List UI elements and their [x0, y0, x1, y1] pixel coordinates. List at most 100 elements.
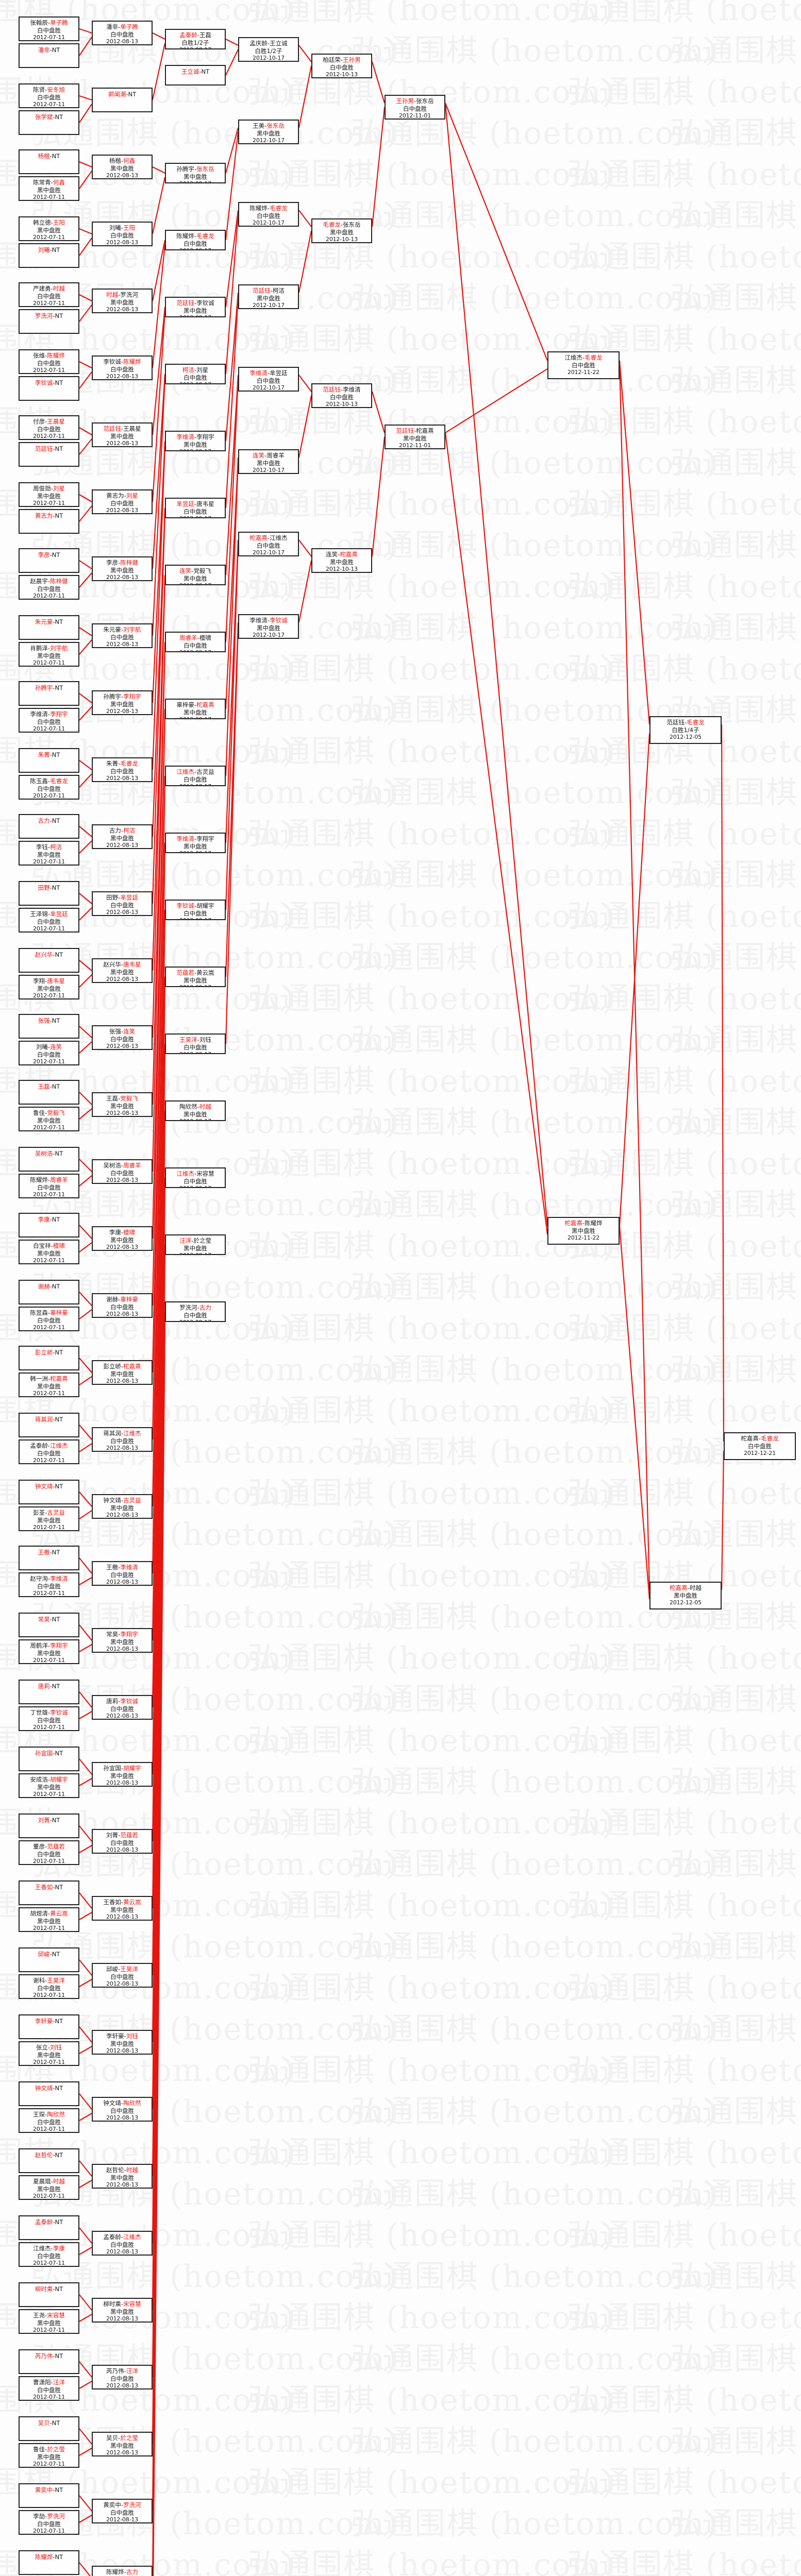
- match-node[interactable]: 李钦诚-胡耀宇白中盘胜2012-09-17: [165, 900, 226, 920]
- match-node[interactable]: 陈玉鑫-毛睿龙 白中盘胜 2012-07-11: [19, 775, 79, 800]
- match-node[interactable]: 鲁佳-党毅飞 黑中盘胜 2012-07-11: [19, 1107, 79, 1131]
- match-node[interactable]: 朱元豪-NT: [19, 615, 79, 640]
- match-node[interactable]: 常昊-NT: [19, 1613, 79, 1637]
- match-node[interactable]: 范廷钰-毛睿龙 白胜1/4子 2012-12-05: [649, 716, 722, 744]
- match-node[interactable]: 李劼-罗洗河 白中盘胜 2012-07-11: [19, 2510, 79, 2535]
- match-node[interactable]: 蒋其润-NT: [19, 1413, 79, 1437]
- match-node[interactable]: 陈耀烨-周睿羊 白中盘胜 2012-07-11: [19, 1174, 79, 1198]
- match-node[interactable]: 李维清-李翔宇 白中盘胜 2012-07-11: [19, 708, 79, 733]
- match-node[interactable]: 柁嘉熹-江维杰 白中盘胜 2012-10-17: [238, 532, 299, 556]
- match-node[interactable]: 黄奕中-NT: [19, 2483, 79, 2508]
- match-node[interactable]: 连笑-柁嘉熹 黑中盘胜 2012-10-13: [311, 548, 372, 573]
- match-node[interactable]: 李康-檀啸 黑中盘胜 2012-08-13: [92, 1226, 153, 1251]
- match-node[interactable]: 王美-张东岳 黑中盘胜 2012-10-17: [238, 120, 299, 144]
- match-node[interactable]: 王檄-李维清 白中盘胜 2012-08-13: [92, 1561, 153, 1586]
- match-node[interactable]: 芮乃伟-NT: [19, 2349, 79, 2374]
- match-node[interactable]: 陈耀烨-毛睿龙 白中盘胜 2012-10-17: [238, 202, 299, 227]
- match-node[interactable]: 赵晨宇-陈梓健 白中盘胜 2012-07-11: [19, 575, 79, 600]
- match-node[interactable]: 王尧-宋容慧 黑中盘胜 2012-07-11: [19, 2309, 79, 2334]
- match-node[interactable]: 肖鹏泽-刘宇航 黑中盘胜 2012-07-11: [19, 642, 79, 667]
- match-node[interactable]: 张强-NT: [19, 1014, 79, 1039]
- match-node[interactable]: 韩立德-王阳 黑中盘胜 2012-07-11: [19, 216, 79, 241]
- match-node[interactable]: 赵哲伦-时越 黑中盘胜 2012-08-13: [92, 2164, 153, 2189]
- match-node[interactable]: 夏晨琨-时越 黑中盘胜 2012-07-11: [19, 2175, 79, 2200]
- match-node[interactable]: 周睿羊-檀啸白中盘胜2012-09-17: [165, 632, 226, 652]
- match-node[interactable]: 李翔-唐韦星 黑中盘胜 2012-07-11: [19, 975, 79, 999]
- match-node[interactable]: 黄志为-刘星 白中盘胜 2012-08-13: [92, 489, 153, 514]
- match-node[interactable]: 赵哲伦-NT: [19, 2148, 79, 2173]
- match-node[interactable]: 王香如-黄云嵩 黑中盘胜 2012-08-13: [92, 1896, 153, 1921]
- match-node[interactable]: 彭荃-古灵益 黑中盘胜 2012-07-11: [19, 1506, 79, 1531]
- match-node[interactable]: 刘曦-连笑 白中盘胜 2012-07-11: [19, 1041, 79, 1065]
- match-node[interactable]: 吴树浩-NT: [19, 1147, 79, 1172]
- match-node[interactable]: 谢科-王昊洋 白中盘胜 2012-07-11: [19, 1974, 79, 1999]
- match-node[interactable]: 黄奕中-罗洗河 白中盘胜 2012-08-13: [92, 2499, 153, 2523]
- match-node[interactable]: 韩一洲-柁嘉熹 黑中盘胜 2012-07-11: [19, 1372, 79, 1397]
- match-node[interactable]: 严建勇-时越 白中盘胜 2012-07-11: [19, 282, 79, 307]
- match-node[interactable]: 安成浩-胡耀宇 黑中盘胜 2012-07-11: [19, 1773, 79, 1798]
- match-node[interactable]: 柁嘉熹-时越 黑中盘胜 2012-12-05: [649, 1582, 722, 1609]
- match-node[interactable]: 董彦-范蕴若 白中盘胜 2012-07-11: [19, 1840, 79, 1865]
- match-node[interactable]: 李维清-芈昱廷 白中盘胜 2012-10-17: [238, 367, 299, 392]
- match-node[interactable]: 朱菁-NT: [19, 748, 79, 773]
- match-node[interactable]: 赵守洵-李维清 白中盘胜 2012-07-11: [19, 1572, 79, 1597]
- match-node[interactable]: 彭立峤-柁嘉熹 黑中盘胜 2012-08-13: [92, 1360, 153, 1385]
- match-node[interactable]: 范廷钰-王晨星 黑中盘胜 2012-08-13: [92, 422, 153, 447]
- match-node[interactable]: 潘非-单子腾 白中盘胜 2012-08-13: [92, 21, 153, 45]
- match-node[interactable]: 孟泰龄-江维杰 白中盘胜 2012-08-13: [92, 2231, 153, 2256]
- match-node[interactable]: 吴贝-於之莹 黑中盘胜 2012-08-13: [92, 2432, 153, 2456]
- match-node[interactable]: 孟泰龄-NT: [19, 2215, 79, 2240]
- match-node[interactable]: 王孙男-张东岳 白中盘胜 2012-11-01: [385, 95, 445, 120]
- match-node[interactable]: 钟文靖-NT: [19, 1480, 79, 1504]
- match-node[interactable]: 柁嘉熹-毛睿龙 白中盘胜 2012-12-21: [724, 1432, 796, 1460]
- match-node[interactable]: 赵兴华-唐韦星 黑中盘胜 2012-08-13: [92, 958, 153, 983]
- match-node[interactable]: 钟文靖-陶欣然 白中盘胜 2012-08-13: [92, 2097, 153, 2122]
- match-node[interactable]: 李轩豪-NT: [19, 2014, 79, 2039]
- match-node[interactable]: 孙宜国-胡耀宇 黑中盘胜 2012-08-13: [92, 1762, 153, 1787]
- match-node[interactable]: 刘曦-NT: [19, 243, 79, 268]
- match-node[interactable]: 孙腾宇-李翔宇 黑中盘胜 2012-08-13: [92, 690, 153, 715]
- match-node[interactable]: 常昊-李翔宇 黑中盘胜 2012-08-13: [92, 1628, 153, 1653]
- match-node[interactable]: 李康-NT: [19, 1213, 79, 1238]
- match-node[interactable]: 潘非-NT: [19, 43, 79, 68]
- match-node[interactable]: 孟泰龄-江维杰 白中盘胜 2012-07-11: [19, 1439, 79, 1464]
- match-node[interactable]: 彭立峤-NT: [19, 1346, 79, 1370]
- match-node[interactable]: 陈贤-安冬旭 白中盘胜 2012-07-11: [19, 83, 79, 108]
- match-node[interactable]: 李轩豪-刘钰 黑中盘胜 2012-08-13: [92, 2030, 153, 2055]
- match-node[interactable]: 吴树浩-周睿羊 白中盘胜 2012-08-13: [92, 1159, 153, 1184]
- match-node[interactable]: 陈常青-何鑫 黑中盘胜 2012-07-11: [19, 176, 79, 201]
- match-node[interactable]: 柏廷荣-王孙男 白中盘胜 2012-10-13: [311, 54, 372, 78]
- match-node[interactable]: 范廷钰-NT: [19, 442, 79, 467]
- match-node[interactable]: 时越-罗洗河 黑中盘胜 2012-08-13: [92, 289, 153, 313]
- match-node[interactable]: 张维-陈耀烨 白中盘胜 2012-07-11: [19, 349, 79, 374]
- match-node[interactable]: 胡煜清-黄云嵩 黑中盘胜 2012-07-11: [19, 1907, 79, 1932]
- match-node[interactable]: 江维杰-毛睿龙 白中盘胜 2012-11-22: [547, 351, 620, 379]
- match-node[interactable]: 张学斌-NT: [19, 110, 79, 135]
- match-node[interactable]: 蒋其润-江维杰 白中盘胜 2012-08-13: [92, 1427, 153, 1452]
- match-node[interactable]: 范廷钰-柯洁 黑中盘胜 2012-10-17: [238, 284, 299, 309]
- match-node[interactable]: 郭闻潮-NT: [92, 88, 153, 112]
- match-node[interactable]: 毛睿龙-张东岳 黑中盘胜 2012-10-13: [311, 218, 372, 243]
- match-node[interactable]: 王檄-NT: [19, 1546, 79, 1570]
- match-node[interactable]: 朱元豪-刘宇航 白中盘胜 2012-08-13: [92, 623, 153, 648]
- match-node[interactable]: 唐莉-李钦诚 白中盘胜 2012-08-13: [92, 1695, 153, 1720]
- match-node[interactable]: 田野-NT: [19, 881, 79, 906]
- match-node[interactable]: 芮乃伟-汪洋 白中盘胜 2012-08-13: [92, 2365, 153, 2389]
- match-node[interactable]: 邱峻-NT: [19, 1947, 79, 1972]
- match-node[interactable]: 王磊-党毅飞 黑中盘胜 2012-08-13: [92, 1092, 153, 1117]
- match-node[interactable]: 陈耀烨-古力黑中盘胜2012-08-13: [92, 2566, 153, 2576]
- match-node[interactable]: 范廷钰-李维清 白中盘胜 2012-10-13: [311, 383, 372, 408]
- match-node[interactable]: 李钦诚-陈耀烨 白中盘胜 2012-08-13: [92, 355, 153, 380]
- match-node[interactable]: 杨楷-何鑫 黑中盘胜 2012-08-13: [92, 155, 153, 179]
- match-node[interactable]: 谢赫-NT: [19, 1280, 79, 1304]
- match-node[interactable]: 张翰辰-单子腾 白中盘胜 2012-07-11: [19, 16, 79, 41]
- match-node[interactable]: 田野-芈昱廷 白中盘胜 2012-08-13: [92, 891, 153, 916]
